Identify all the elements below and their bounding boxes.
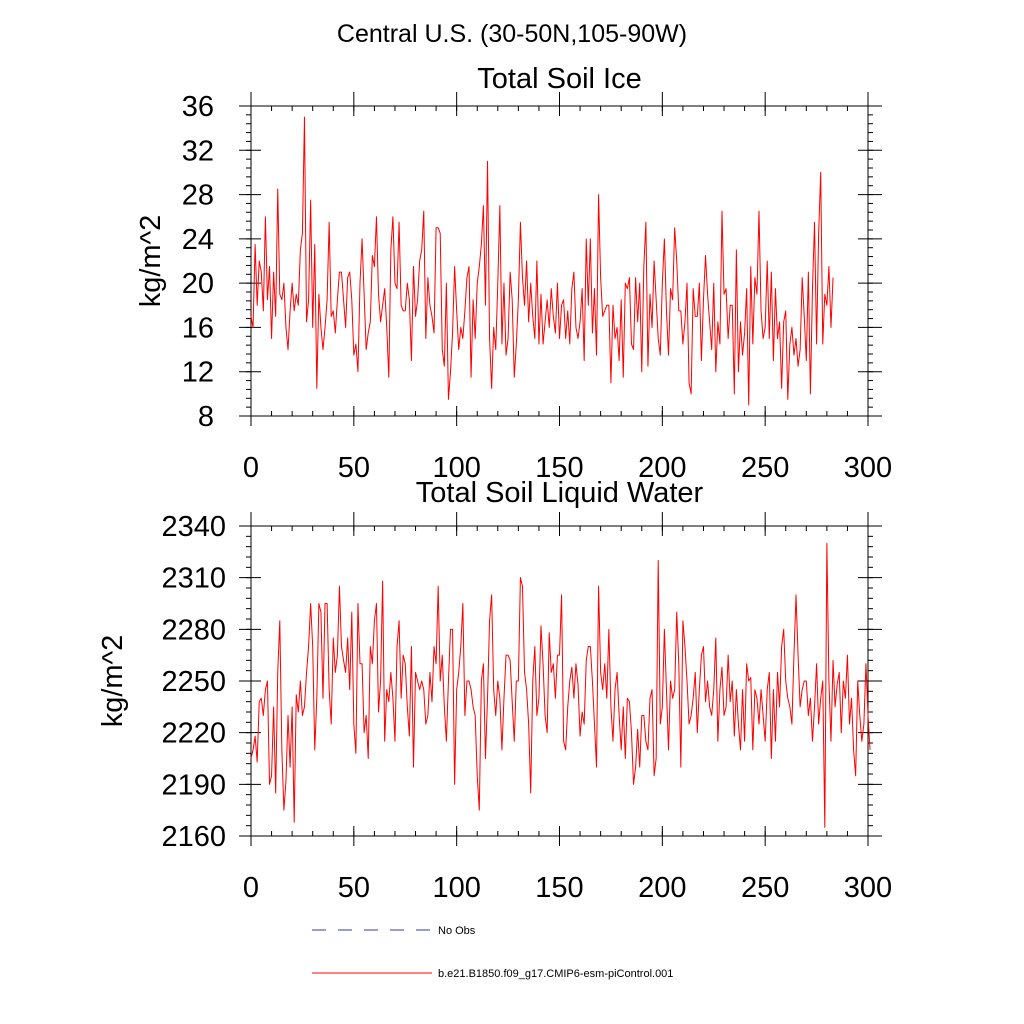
- series-line: [250, 116, 834, 406]
- y-tick-label: 2310: [161, 563, 226, 595]
- x-tick-label: 50: [338, 872, 370, 904]
- x-tick-label: 200: [638, 872, 686, 904]
- x-tick-label: 300: [844, 872, 892, 904]
- chart-total-soil-liquid-water: Total Soil Liquid Water 0 50 100 150 200 250 30…: [97, 477, 892, 904]
- y-tick-label: 12: [182, 357, 214, 389]
- x-tick-label: 250: [741, 452, 789, 484]
- y-tick-label: 2340: [161, 511, 226, 543]
- plot-frame: [250, 525, 869, 837]
- y-tick-label: 8: [198, 401, 214, 433]
- y-tick-label: 2220: [161, 718, 226, 750]
- series-line: [250, 542, 871, 828]
- y-tick-label: 2280: [161, 614, 226, 646]
- y-tick-label: 16: [182, 312, 214, 344]
- y-tick-label: 2250: [161, 666, 226, 698]
- y-tick-label: 32: [182, 135, 214, 167]
- chart-total-soil-ice: Total Soil Ice 0 50 100 150 200 250 300 8 12 16 20 2…: [135, 63, 892, 484]
- figure-title: Central U.S. (30-50N,105-90W): [337, 20, 687, 48]
- x-tick-label: 50: [338, 452, 370, 484]
- legend-obs-label: No Obs: [438, 925, 476, 937]
- chart-title: Total Soil Ice: [477, 63, 641, 95]
- y-tick-label: 24: [182, 224, 214, 256]
- x-tick-label: 300: [844, 452, 892, 484]
- plot-frame: [250, 105, 869, 417]
- y-axis-label: kg/m^2: [97, 635, 129, 728]
- x-tick-label: 100: [432, 452, 480, 484]
- x-tick-label: 200: [638, 452, 686, 484]
- y-tick-label: 2190: [161, 769, 226, 801]
- chart-title: Total Soil Liquid Water: [416, 477, 704, 509]
- y-tick-label: 2160: [161, 821, 226, 853]
- y-tick-label: 28: [182, 180, 214, 212]
- x-tick-label: 0: [243, 452, 259, 484]
- y-axis-label: kg/m^2: [135, 215, 167, 308]
- legend: No Obs b.e21.B1850.f09_g17.CMIP6-esm-piC…: [312, 925, 673, 980]
- x-tick-label: 150: [535, 452, 583, 484]
- x-tick-label: 100: [432, 872, 480, 904]
- x-tick-label: 150: [535, 872, 583, 904]
- y-tick-label: 20: [182, 268, 214, 300]
- y-tick-label: 36: [182, 91, 214, 123]
- x-tick-label: 250: [741, 872, 789, 904]
- legend-model-label: b.e21.B1850.f09_g17.CMIP6-esm-piControl.…: [438, 968, 673, 980]
- x-tick-label: 0: [243, 872, 259, 904]
